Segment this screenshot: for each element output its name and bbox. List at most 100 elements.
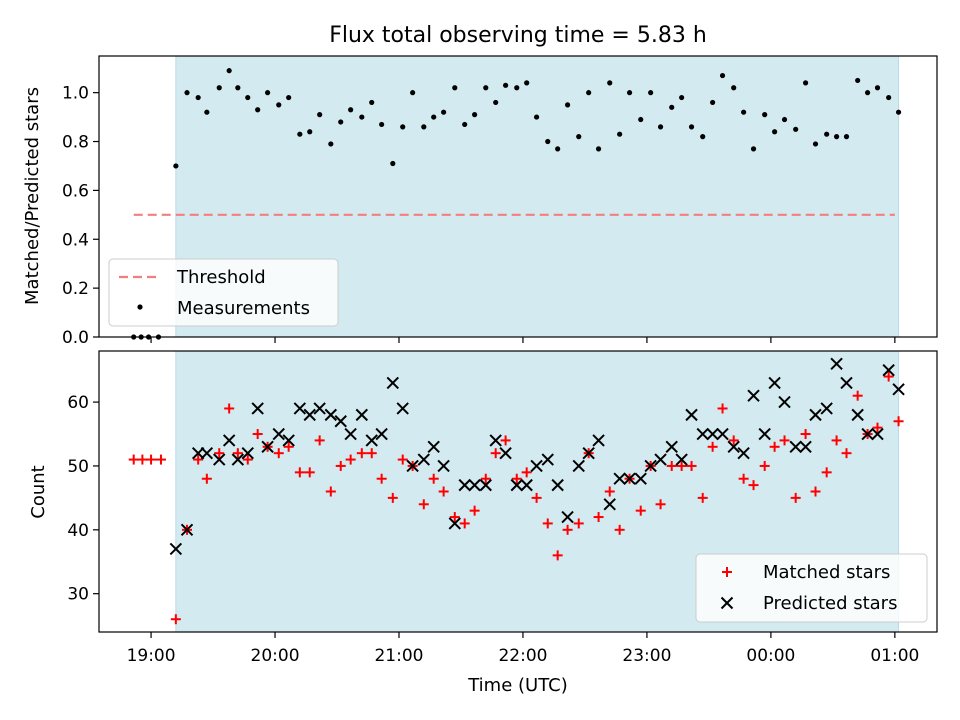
matched-star-point <box>356 448 367 459</box>
x-stroke-b <box>489 434 502 447</box>
predicted-star-point <box>293 402 307 415</box>
predicted-star-point <box>437 459 450 473</box>
predicted-star-point <box>180 523 194 537</box>
measurement-point <box>255 107 261 113</box>
measurement-point <box>317 112 323 118</box>
count-panel-axes: 19:00 20:00 21:00 22:00 23:00 00:00 01:00 30 40 5… <box>67 350 938 666</box>
measurement-point <box>555 146 561 152</box>
predicted-star-point <box>479 478 492 492</box>
measurement-point <box>781 116 788 123</box>
measurement-point <box>802 80 809 86</box>
matched-star-point <box>387 492 398 503</box>
predicted-star-point <box>675 453 688 466</box>
predicted-star-point <box>768 376 781 390</box>
x-stroke-b <box>892 383 905 396</box>
predicted-star-point <box>222 434 236 447</box>
legend-threshold-label: Threshold <box>176 267 266 288</box>
measurement-point <box>626 90 633 96</box>
ratio-panel: 0.0 0.2 0.4 0.6 0.8 1.0 Matched/Predicted sta… <box>22 55 938 348</box>
measurement-point <box>824 131 830 137</box>
measurement-point <box>688 124 695 130</box>
predicted-star-point <box>882 363 895 377</box>
legend-predicted-swatch <box>720 596 734 610</box>
predicted-star-point <box>458 478 471 492</box>
predicted-star-point <box>561 510 574 524</box>
x-stroke-b <box>685 408 698 422</box>
matched-star-point <box>562 524 573 535</box>
measurement-point <box>545 138 551 145</box>
matched-star-point <box>214 448 225 459</box>
measurement-point <box>307 129 313 135</box>
matched-star-point <box>707 441 718 452</box>
measurement-point <box>874 85 881 91</box>
predicted-star-point <box>582 446 595 460</box>
predicted-star-point <box>334 415 347 428</box>
predicted-star-point <box>530 459 543 473</box>
measurement-point <box>657 124 664 130</box>
measurement-point <box>276 102 282 108</box>
count-legend: Matched stars Predicted stars <box>695 553 928 623</box>
predicted-star-point <box>231 453 245 466</box>
matched-star-point <box>542 518 553 529</box>
predicted-star-point <box>861 427 874 441</box>
x-stroke-b <box>417 453 430 466</box>
predicted-star-point <box>665 440 678 454</box>
x-stroke-b <box>799 440 812 454</box>
measurement-points <box>131 68 902 340</box>
matched-star-point <box>242 454 253 465</box>
measurement-point <box>638 116 644 123</box>
x-stroke-b <box>768 376 781 390</box>
measurement-point <box>514 85 520 91</box>
matched-star-point <box>810 486 821 497</box>
y-tick-label: 1.0 <box>62 84 89 104</box>
matched-star-point <box>128 454 139 465</box>
matched-star-point <box>335 460 346 471</box>
measurement-point <box>348 107 354 113</box>
y-tick-label: 0.4 <box>62 230 89 250</box>
matched-star-point <box>686 460 697 471</box>
x-stroke-b <box>437 459 450 473</box>
matched-star-point <box>604 486 615 497</box>
predicted-star-point <box>871 427 884 441</box>
x-stroke-b <box>840 376 853 390</box>
predicted-star-point <box>303 408 316 422</box>
x-stroke-b <box>758 427 771 441</box>
predicted-star-point <box>644 459 657 473</box>
ratio-legend: Threshold Measurements <box>108 258 339 327</box>
matched-star-point <box>438 486 449 497</box>
matched-star-point <box>511 473 522 484</box>
y-tick-label: 0.6 <box>62 181 89 201</box>
axes-frame <box>98 55 938 338</box>
predicted-star-point <box>613 472 626 485</box>
predicted-star-point <box>324 408 338 422</box>
x-stroke-b <box>386 376 400 390</box>
x-stroke-b <box>603 498 616 511</box>
x-stroke-b <box>696 427 709 441</box>
predicted-star-point <box>716 427 729 441</box>
measurement-point <box>595 146 602 152</box>
x-tick-label: 01:00 <box>870 646 919 666</box>
matched-star-point <box>593 512 604 523</box>
y-tick-label: 60 <box>67 393 89 413</box>
matched-star-point <box>531 492 542 503</box>
measurement-point <box>264 90 271 96</box>
measurement-point <box>390 160 396 167</box>
matched-star-point <box>459 518 470 529</box>
matched-star-point <box>779 435 790 446</box>
x-stroke-b <box>675 453 688 466</box>
x-stroke-b <box>468 478 481 492</box>
measurement-point <box>359 114 365 120</box>
matched-star-point <box>717 403 728 414</box>
measurement-point <box>472 112 478 118</box>
y-tick-label: 0.0 <box>62 328 89 348</box>
x-stroke-b <box>293 402 307 415</box>
predicted-star-point <box>396 402 409 415</box>
measurement-point <box>452 85 458 91</box>
matched-star-point <box>490 448 501 459</box>
matched-star-point <box>376 473 387 484</box>
x-tick-label: 21:00 <box>374 646 423 666</box>
measurement-point <box>338 119 344 125</box>
measurement-point <box>750 146 757 152</box>
x-stroke-b <box>499 446 512 460</box>
measurement-point <box>731 85 737 91</box>
